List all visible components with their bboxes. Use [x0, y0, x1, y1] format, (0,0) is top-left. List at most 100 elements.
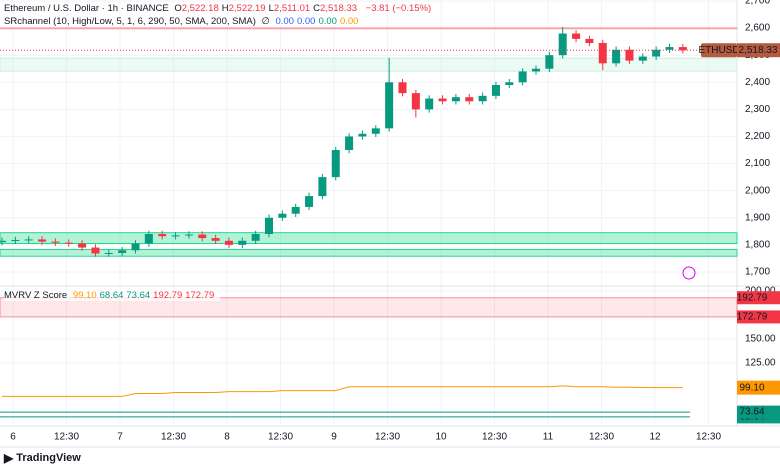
level-tag — [737, 310, 780, 324]
mvrv-value: 99.10 — [72, 290, 97, 301]
candle-body — [278, 213, 287, 218]
mvrv-line — [2, 385, 683, 397]
candle-body — [211, 238, 220, 241]
level-tag — [737, 291, 780, 305]
level-tag — [737, 405, 780, 419]
candle-body — [465, 97, 474, 102]
ohlc-value: 2,522.19 — [228, 3, 266, 14]
candle-body — [331, 150, 340, 178]
candle-body — [238, 240, 247, 245]
indicator-value: 0.00 — [339, 16, 359, 27]
level-value: 68.64 — [99, 290, 124, 301]
ohlc-key: C — [313, 3, 321, 14]
ohlc-value: 2,518.33 — [320, 3, 358, 14]
change: −3.81 (−0.15%) — [365, 3, 432, 14]
candle-body — [545, 55, 554, 69]
y-tick-label: 2,100 — [745, 158, 770, 169]
candle-body — [652, 49, 661, 57]
candle-body — [558, 33, 567, 56]
mvrv-values: 99.10 68.64 73.64 192.79 172.79 — [73, 290, 217, 301]
ohlc-value: 2,522.18 — [181, 3, 219, 14]
x-tick-label: 9 — [331, 432, 337, 443]
candle-body — [118, 250, 127, 253]
candle-body — [91, 247, 100, 254]
y-tick-label: 2,700 — [745, 0, 770, 7]
x-tick-label: 12:30 — [482, 432, 507, 443]
candle-body — [78, 243, 87, 248]
candle-body — [478, 95, 487, 102]
brand[interactable]: ▶ TradingView — [4, 451, 81, 465]
ohlc-key: L — [268, 3, 274, 14]
candle-body — [345, 136, 354, 151]
candle-body — [411, 93, 420, 110]
ohlc-key: H — [221, 3, 229, 14]
level-value: 73.64 — [126, 290, 151, 301]
y-tick-label: 125.00 — [745, 357, 776, 368]
candle-body — [198, 234, 207, 239]
candle-body — [532, 68, 540, 72]
candle-body — [371, 128, 380, 134]
ticker-tag-label: ETHUSD — [698, 45, 739, 56]
y-tick-label: 2,300 — [745, 104, 770, 115]
candle-body — [398, 82, 407, 94]
y-tick-label: 2,400 — [745, 77, 770, 88]
candle-body — [518, 71, 527, 83]
candle-body — [625, 49, 634, 61]
indicator-value: 0.00 — [275, 16, 294, 27]
brand-logo: ▶ — [4, 451, 14, 465]
level-band — [0, 297, 738, 318]
candle-body — [678, 47, 687, 51]
ohlc: O2,522.18 H2,522.19 L2,511.01 C2,518.33 — [174, 3, 360, 14]
indicator-value: 0.00 — [296, 16, 316, 27]
sr-zone — [0, 232, 738, 245]
candle-body — [0, 240, 6, 243]
candle-body — [638, 56, 647, 61]
candle-body — [665, 47, 674, 50]
ticker-tag — [701, 43, 737, 58]
candle-body — [144, 234, 153, 244]
symbol-name: Ethereum / U.S. Dollar · 1h · BINANCE — [4, 3, 169, 14]
level-value: 192.79 — [153, 290, 183, 301]
y-tick-label: 2,200 — [745, 131, 770, 142]
mvrv-name: MVRV Z Score — [4, 290, 68, 301]
candle-body — [291, 206, 300, 214]
candle-body — [38, 239, 47, 242]
x-tick-label: 12 — [649, 432, 661, 443]
candle-body — [438, 98, 447, 102]
indicator-name: SRchannel (10, High/Low, 5, 1, 6, 290, 5… — [4, 16, 256, 27]
candle-body — [358, 133, 367, 137]
candle-body — [24, 239, 33, 241]
candle-body — [158, 234, 167, 237]
price-tag — [737, 43, 780, 58]
x-tick-label: 12:30 — [268, 432, 293, 443]
y-tick-label: 2,600 — [745, 23, 770, 34]
alert-icon — [682, 266, 696, 280]
value-tag-label: 99.10 — [739, 382, 764, 393]
candle-body — [491, 84, 500, 96]
y-tick-label: 1,900 — [745, 212, 770, 223]
y-tick-label: 200.00 — [745, 285, 776, 296]
candle-body — [425, 98, 434, 110]
value-tag — [737, 380, 780, 395]
candle-body — [265, 217, 273, 235]
level-tag-label: 192.79 — [737, 292, 768, 303]
candle-body — [184, 234, 193, 236]
candle-body — [451, 97, 460, 102]
x-tick-label: 12:30 — [375, 432, 400, 443]
indicator-value: 0.00 — [318, 16, 337, 27]
candle-body — [64, 242, 73, 244]
sr-zone — [0, 248, 738, 257]
candle-body — [104, 252, 113, 254]
candle-body — [251, 234, 260, 241]
level-value: 172.79 — [185, 290, 215, 301]
price-tag-label: 2,518.33 — [739, 45, 778, 56]
candle-body — [585, 38, 594, 43]
y-tick-label: 150.00 — [745, 333, 776, 344]
y-tick-label: 1,700 — [745, 267, 770, 278]
x-tick-label: 12:30 — [696, 432, 721, 443]
candle-body — [171, 235, 180, 237]
candle-body — [305, 196, 314, 207]
mvrv-legend: MVRV Z Score 99.10 68.64 73.64 192.79 172.79 — [4, 290, 221, 301]
y-tick-label: 1,800 — [745, 239, 770, 250]
